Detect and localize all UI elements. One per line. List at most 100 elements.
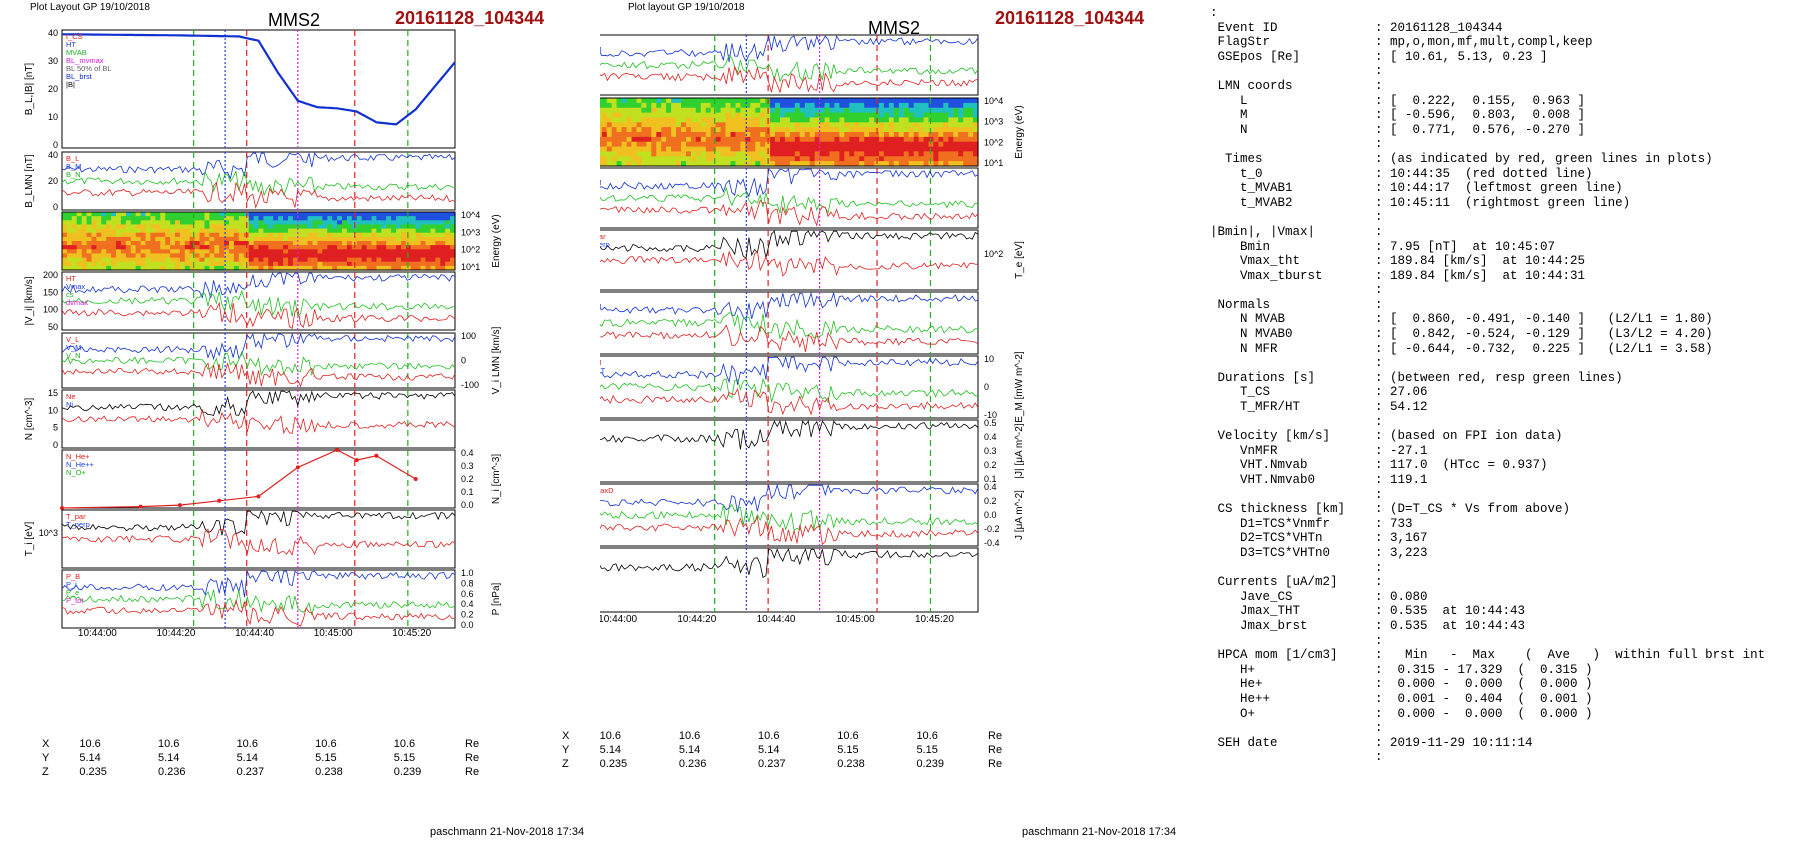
- spectrogram-cell: [371, 232, 377, 238]
- spectrogram-cell: [780, 151, 786, 157]
- spectrogram-cell: [804, 102, 811, 109]
- series-line: [600, 377, 978, 404]
- spectrogram-cell: [958, 156, 964, 162]
- spectrogram-cell: [666, 141, 672, 148]
- spectrogram-cell: [401, 236, 407, 242]
- spectrogram-cell: [386, 249, 392, 254]
- plot-panel: 100-10E_M [mW m^-2]E_ME_HT: [600, 351, 1025, 423]
- spectrogram-cell: [253, 241, 260, 246]
- spectrogram-cell: [656, 151, 662, 157]
- spectrogram-cell: [401, 228, 407, 234]
- spectrogram-cell: [229, 228, 235, 234]
- spectrogram-cell: [898, 122, 905, 128]
- spectrogram-cell: [725, 102, 731, 109]
- spectrogram-cell: [175, 232, 181, 238]
- spectrogram-cell: [140, 236, 147, 242]
- legend-entry: T_perp: [66, 520, 90, 529]
- series-line: [61, 362, 456, 388]
- spectrogram-cell: [346, 241, 353, 246]
- spectrogram-cell: [869, 151, 875, 157]
- spectrogram-cell: [263, 236, 269, 242]
- spectrogram-cell: [661, 141, 667, 148]
- spectrogram-cell: [839, 127, 845, 133]
- spectrogram-cell: [292, 253, 299, 259]
- spectrogram-cell: [710, 122, 717, 128]
- spectrogram-cell: [671, 98, 677, 104]
- spectrogram-cell: [958, 117, 964, 123]
- spectrogram-cell: [120, 253, 127, 259]
- spectrogram-cell: [600, 98, 603, 104]
- spectrogram-cell: [214, 232, 220, 238]
- spectrogram-cell: [874, 132, 880, 138]
- spectrogram-cell: [71, 265, 78, 271]
- spectrogram-cell: [631, 102, 637, 109]
- legend-entry: BL_brst: [66, 72, 93, 81]
- spectrogram-cell: [140, 257, 147, 263]
- spectrogram-cell: [189, 220, 196, 225]
- spectrogram-cell: [903, 156, 910, 162]
- spectrogram-cell: [908, 132, 915, 138]
- spectrogram-cell: [740, 107, 746, 114]
- spectrogram-cell: [96, 216, 102, 221]
- spectrogram-cell: [81, 249, 88, 254]
- spectrogram-cell: [883, 132, 890, 138]
- spectrogram-cell: [765, 132, 771, 138]
- spectrogram-cell: [376, 245, 382, 250]
- spectrogram-cell: [327, 232, 333, 238]
- spectrogram-cell: [700, 122, 707, 128]
- position-value: 0.236: [678, 758, 707, 770]
- spectrogram-cell: [435, 257, 441, 263]
- spectrogram-cell: [111, 212, 117, 217]
- spectrogram-cell: [440, 245, 446, 250]
- spectrogram-cell: [450, 236, 456, 242]
- spectrogram-cell: [214, 216, 220, 221]
- spectrogram-cell: [849, 146, 855, 153]
- spectrogram-cell: [626, 117, 633, 123]
- spectrogram-cell: [809, 117, 816, 123]
- spectrogram-cell: [302, 216, 309, 221]
- spectrogram-cell: [740, 112, 746, 119]
- spectrogram-cell: [91, 245, 97, 250]
- spectrogram-cell: [268, 216, 274, 221]
- spectrogram-cell: [958, 127, 964, 133]
- panel-frame: [600, 97, 979, 167]
- spectrogram-cell: [165, 245, 171, 250]
- spectrogram-cell: [913, 161, 920, 167]
- spectrogram-cell: [155, 216, 161, 221]
- spectrogram-cell: [111, 257, 117, 263]
- spectrogram-cell: [681, 141, 687, 148]
- spectrogram-cell: [179, 253, 186, 259]
- spectrogram-cell: [199, 249, 205, 254]
- spectrogram-cell: [656, 112, 662, 119]
- spectrogram-cell: [405, 212, 412, 217]
- spectrogram-cell: [804, 141, 811, 148]
- spectrogram-cell: [923, 136, 930, 143]
- spectrogram-cell: [814, 146, 821, 153]
- spectrogram-cell: [844, 117, 850, 123]
- spectrogram-cell: [401, 265, 407, 271]
- spectrogram-cell: [120, 220, 127, 225]
- spectrogram-cell: [273, 232, 279, 238]
- y-tick-label: 0.2: [984, 496, 997, 506]
- spectrogram-cell: [238, 212, 245, 217]
- spectrogram-cell: [430, 261, 436, 267]
- summary-line: :: [1210, 283, 1383, 298]
- spectrogram-cell: [155, 241, 161, 246]
- spectrogram-cell: [859, 117, 865, 123]
- summary-line: :: [1210, 414, 1383, 429]
- spectrogram-cell: [656, 127, 662, 133]
- spectrogram-cell: [312, 236, 318, 242]
- spectrogram-cell: [361, 216, 368, 221]
- spectrogram-cell: [366, 216, 373, 221]
- spectrogram-cell: [600, 127, 603, 133]
- spectrogram-cell: [844, 102, 850, 109]
- spectrogram-cell: [351, 216, 358, 221]
- spectrogram-cell: [700, 127, 707, 133]
- spectrogram-cell: [238, 241, 245, 246]
- spectrogram-cell: [750, 102, 756, 109]
- spectrogram-cell: [864, 112, 870, 119]
- spectrogram-cell: [893, 127, 900, 133]
- spectrogram-cell: [450, 265, 456, 271]
- spectrogram-cell: [96, 236, 102, 242]
